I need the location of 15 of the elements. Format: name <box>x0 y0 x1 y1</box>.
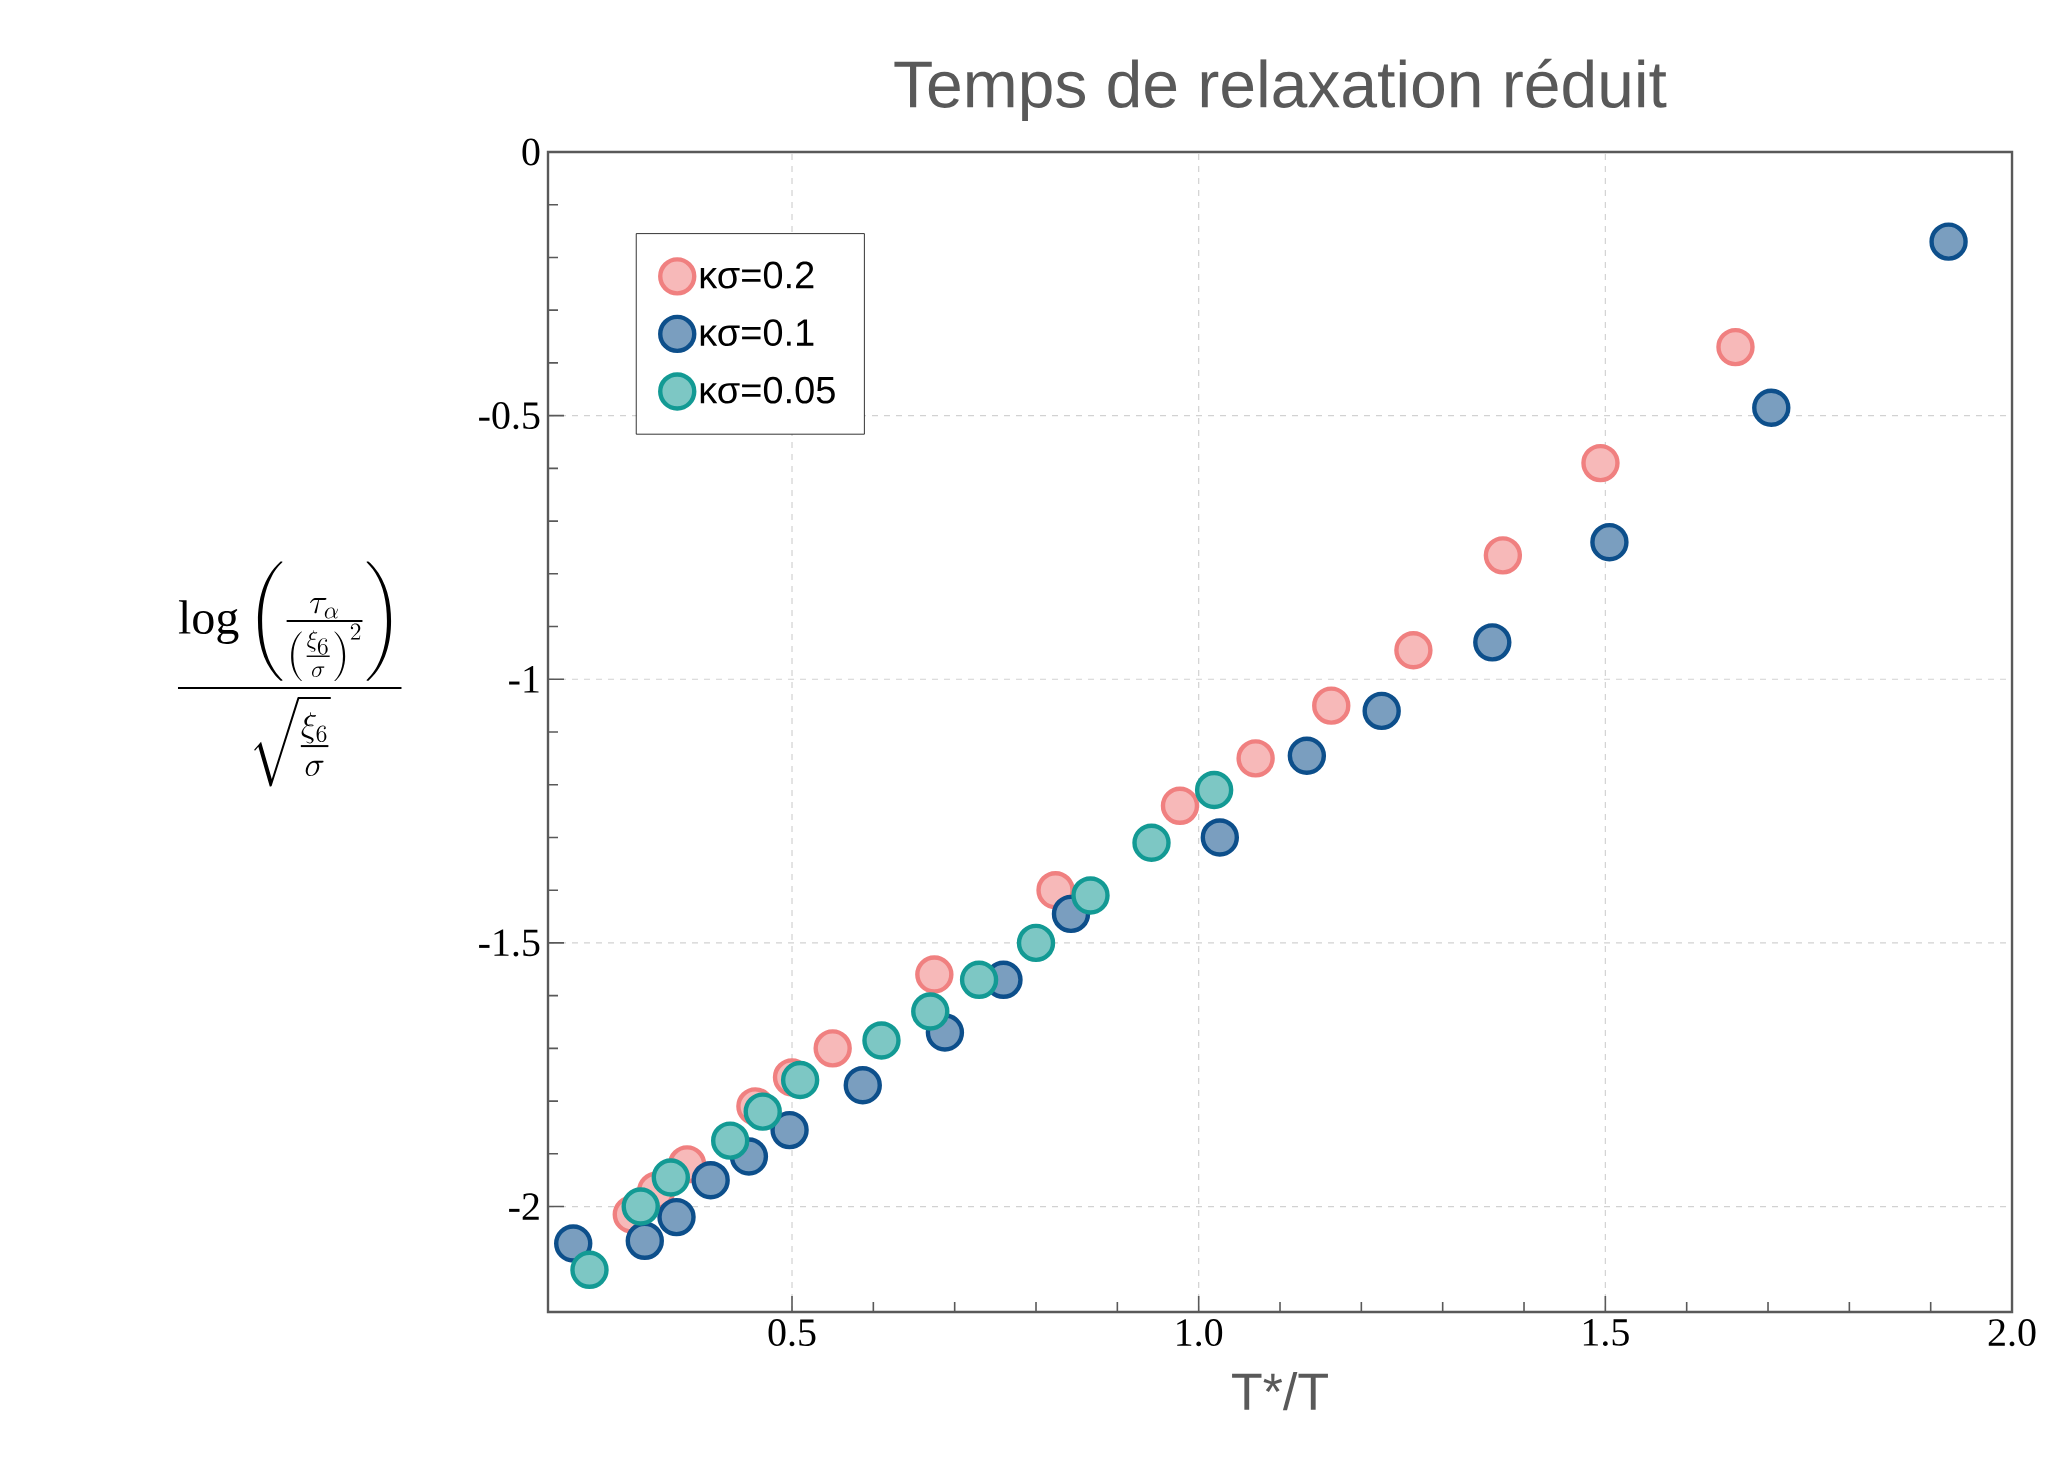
x-tick-label: 0.5 <box>768 1319 816 1347</box>
y-tick-label: -1.5 <box>479 929 540 957</box>
x-tick-label: 1.5 <box>1583 1319 1629 1347</box>
x-axis-title: T*/T <box>1232 1371 1328 1411</box>
legend-label: κσ=0.1 <box>700 319 814 347</box>
y-tick-label: -2 <box>509 1193 539 1220</box>
legend-label: κσ=0.05 <box>700 376 835 404</box>
legend-label: κσ=0.2 <box>700 261 814 289</box>
y-tick-label: -0.5 <box>479 402 540 430</box>
chart-title: Temps de relaxation réduit <box>894 58 1667 121</box>
y-axis-title: $\frac{\log\left(\frac{\tau_\alpha}{\left(\frac{\xi_6}{\sigma}\right)^2}\right)}{\sqrt{\frac{\xi_6}{\sigma}}}$ <box>177 561 402 787</box>
y-tick-label: -1 <box>509 666 539 693</box>
y-tick-label: 0 <box>522 138 540 166</box>
x-tick-label: 1.0 <box>1177 1319 1223 1347</box>
x-tick-label: 2.0 <box>1988 1319 2036 1347</box>
